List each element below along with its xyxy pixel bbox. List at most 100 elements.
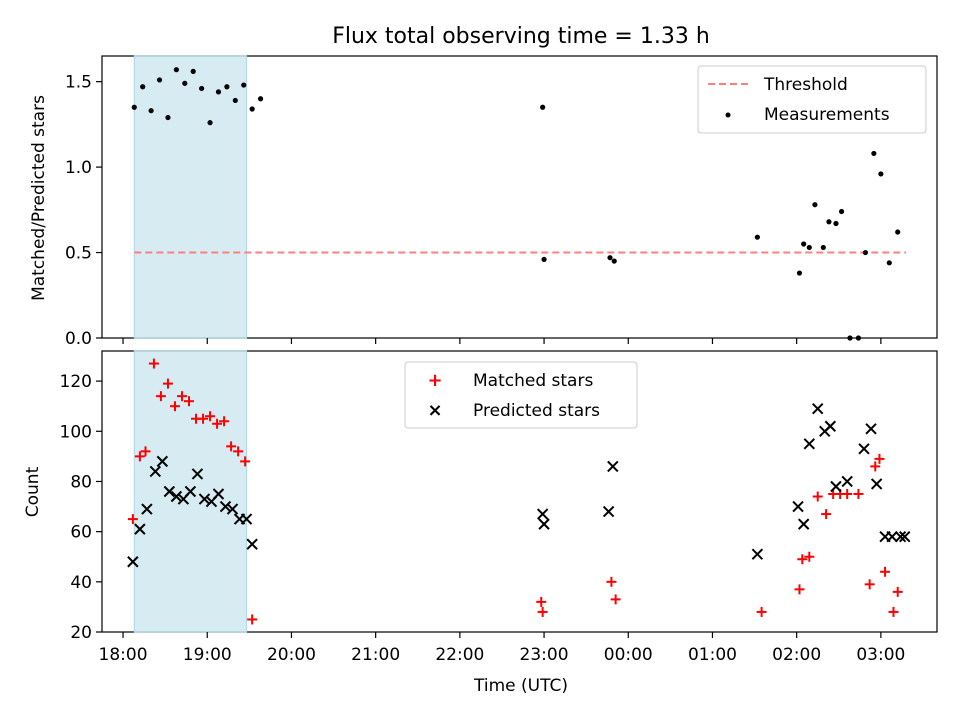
measurement-point: [796, 270, 803, 276]
matched-stars-point: [756, 606, 767, 617]
predicted-stars-point: [899, 530, 911, 543]
predicted-stars-point: [607, 460, 619, 473]
bottom-y-tick-label: 60: [70, 523, 92, 543]
top-panel-frame: [101, 55, 938, 339]
top-y-axis-label: Matched/Predicted stars: [29, 95, 49, 301]
measurement-point: [806, 244, 812, 251]
x-tick-label: 19:00: [183, 645, 232, 665]
x-tick-label: 20:00: [267, 645, 316, 665]
measurement-point: [862, 249, 869, 256]
measurement-point: [224, 84, 230, 90]
measurement-point: [249, 106, 255, 112]
predicted-stars-point: [858, 443, 870, 455]
matched-stars-point: [888, 606, 899, 617]
predicted-stars-point: [751, 548, 764, 560]
predicted-stars-point: [803, 438, 816, 450]
matched-stars-point: [874, 453, 885, 464]
predicted-stars-point: [184, 485, 197, 498]
matched-stars-point: [219, 416, 230, 427]
measurement-point: [847, 335, 853, 341]
measurement-point: [257, 96, 264, 102]
measurement-point: [540, 104, 546, 110]
measurements-legend-swatch: [725, 112, 731, 118]
matched-stars-point: [606, 576, 617, 587]
measurement-point: [833, 220, 839, 227]
x-tick-label: 22:00: [435, 645, 484, 665]
predicted-stars-point: [865, 423, 877, 435]
matched-stars-point: [134, 451, 145, 462]
matched-stars-point: [212, 418, 223, 429]
matched-stars-point: [537, 606, 548, 617]
matched-stars-point: [169, 401, 180, 412]
x-tick-label: 01:00: [688, 645, 737, 665]
measurement-point: [165, 114, 171, 121]
legend-predicted-label: Predicted stars: [473, 401, 600, 421]
matched-stars-point: [226, 441, 237, 452]
predicted-stars-point: [149, 465, 162, 478]
predicted-stars-point: [134, 523, 146, 535]
matched-stars-point: [821, 509, 832, 520]
x-tick-label: 00:00: [604, 645, 653, 665]
bottom-y-tick-label: 20: [70, 623, 92, 643]
bottom-panel: 20 40 60 80 100 120 18:00 19:00 20:00 21:00 22:00…: [23, 350, 938, 696]
measurement-point: [838, 208, 845, 215]
predicted-stars-point: [170, 490, 183, 503]
matched-stars-point: [842, 489, 853, 500]
matched-stars-point: [162, 378, 173, 389]
matched-stars-point: [240, 456, 251, 467]
measurement-point: [241, 82, 247, 88]
bottom-y-tick-label: 120: [60, 372, 92, 392]
top-y-tick-label: 0.0: [65, 329, 92, 349]
predicted-stars-point: [226, 503, 239, 515]
matched-stars-point: [247, 614, 258, 625]
measurement-point: [541, 256, 547, 262]
measurement-point: [140, 84, 146, 90]
predicted-stars-point: [792, 500, 804, 513]
predicted-stars-point: [894, 530, 907, 543]
measurement-point: [754, 234, 760, 240]
x-tick-label: 23:00: [520, 645, 569, 665]
matched-stars-point: [797, 554, 808, 565]
x-tick-label: 02:00: [772, 645, 821, 665]
measurement-point: [232, 97, 238, 104]
legend-matched-label: Matched stars: [473, 371, 593, 391]
predicted-stars-point: [156, 455, 169, 468]
matched-stars-point: [148, 358, 159, 369]
predicted-stars-point: [602, 505, 615, 518]
measurement-point: [199, 85, 205, 92]
measurement-point: [182, 80, 188, 86]
predicted-legend-swatch: ×: [427, 400, 442, 421]
x-tick-label: 18:00: [99, 645, 148, 665]
measurement-point: [820, 244, 826, 251]
measurement-point: [801, 241, 807, 247]
x-axis-label: Time (UTC): [473, 676, 568, 696]
matched-stars-point: [140, 446, 151, 457]
matched-stars-point: [880, 566, 891, 577]
legend-measurements-label: Measurements: [764, 105, 890, 125]
measurement-point: [190, 68, 196, 74]
bottom-y-tick-label: 40: [70, 573, 92, 593]
measurement-point: [148, 108, 154, 114]
predicted-stars-point: [824, 420, 837, 432]
predicted-stars-point: [141, 503, 153, 515]
observing-window-span: [133, 55, 248, 339]
matched-stars-point: [536, 596, 547, 607]
measurement-point: [607, 255, 613, 261]
bottom-y-axis-label: Count: [23, 466, 43, 517]
predicted-stars-point: [830, 480, 842, 493]
predicted-stars-point: [536, 508, 549, 520]
predicted-stars-point: [886, 530, 898, 543]
matched-stars-point: [198, 413, 209, 424]
matched-stars-point: [233, 446, 244, 457]
measurement-point: [173, 67, 179, 73]
measurement-point: [878, 171, 884, 177]
matched-stars-point: [205, 411, 216, 422]
bottom-panel-frame: [101, 350, 938, 633]
top-y-tick-label: 0.5: [65, 244, 92, 264]
matched-stars-point: [804, 551, 815, 562]
measurement-point: [826, 219, 832, 225]
matched-stars-point: [864, 579, 875, 590]
matched-stars-point: [812, 491, 823, 502]
matched-legend-swatch: +: [427, 370, 442, 391]
